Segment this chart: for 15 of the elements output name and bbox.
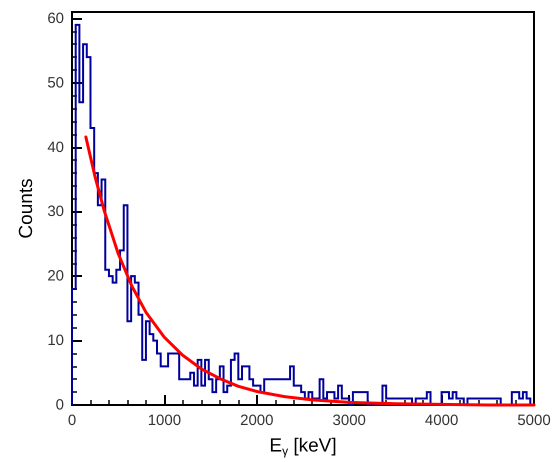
y-tick-label: 40 — [47, 138, 64, 156]
x-tick-label: 0 — [68, 412, 76, 429]
y-tick-label: 50 — [47, 74, 64, 92]
y-tick-label: 10 — [47, 332, 64, 350]
y-tick-label: 60 — [47, 10, 64, 27]
line-series — [84, 135, 536, 406]
y-axis-title: Counts — [16, 178, 37, 239]
y-tick-label: 30 — [47, 203, 64, 220]
x-tick-label: 4000 — [424, 412, 458, 429]
x-tick-label: 3000 — [332, 412, 366, 429]
y-tick-label: 0 — [56, 396, 64, 414]
x-tick-label: 1000 — [148, 412, 182, 429]
y-tick-label: 20 — [47, 268, 64, 285]
x-tick-label: 2000 — [240, 412, 274, 429]
x-tick-label: 5000 — [517, 412, 551, 429]
